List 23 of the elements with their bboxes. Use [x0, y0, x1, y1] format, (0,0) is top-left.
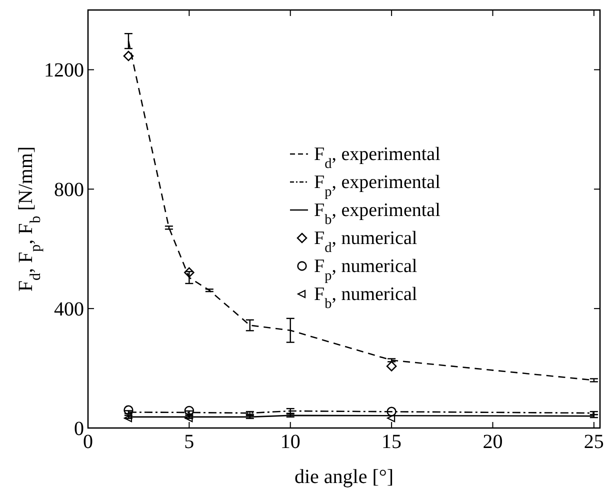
- legend-label: F$_{b}$, numerical: [314, 284, 418, 312]
- x-tick-label: 15: [382, 431, 402, 453]
- legend-label: F$_{p}$, experimental: [314, 172, 440, 200]
- point: [386, 361, 397, 372]
- x-tick-label: 20: [482, 431, 503, 453]
- x-tick-label: 25: [584, 431, 604, 453]
- point: [184, 414, 193, 422]
- legend-label: F$_{d}$, experimental: [314, 144, 440, 172]
- legend-label: F$_{p}$, numerical: [314, 256, 418, 284]
- x-axis-title: die angle [°]: [294, 466, 394, 488]
- point: [123, 50, 134, 62]
- y-tick-label: 1200: [44, 60, 84, 82]
- x-tick-label: 5: [184, 431, 194, 453]
- legend-label: F$_{b}$, experimental: [314, 200, 440, 228]
- point: [386, 406, 396, 416]
- legend-label: F$_{d}$, numerical: [314, 228, 418, 256]
- point: [387, 414, 396, 422]
- point: [184, 406, 194, 416]
- point: [184, 267, 194, 278]
- y-tick-label: 400: [54, 298, 84, 321]
- y-tick-label: 800: [54, 179, 84, 202]
- x-tick-label: 10: [280, 431, 300, 453]
- point: [124, 414, 132, 422]
